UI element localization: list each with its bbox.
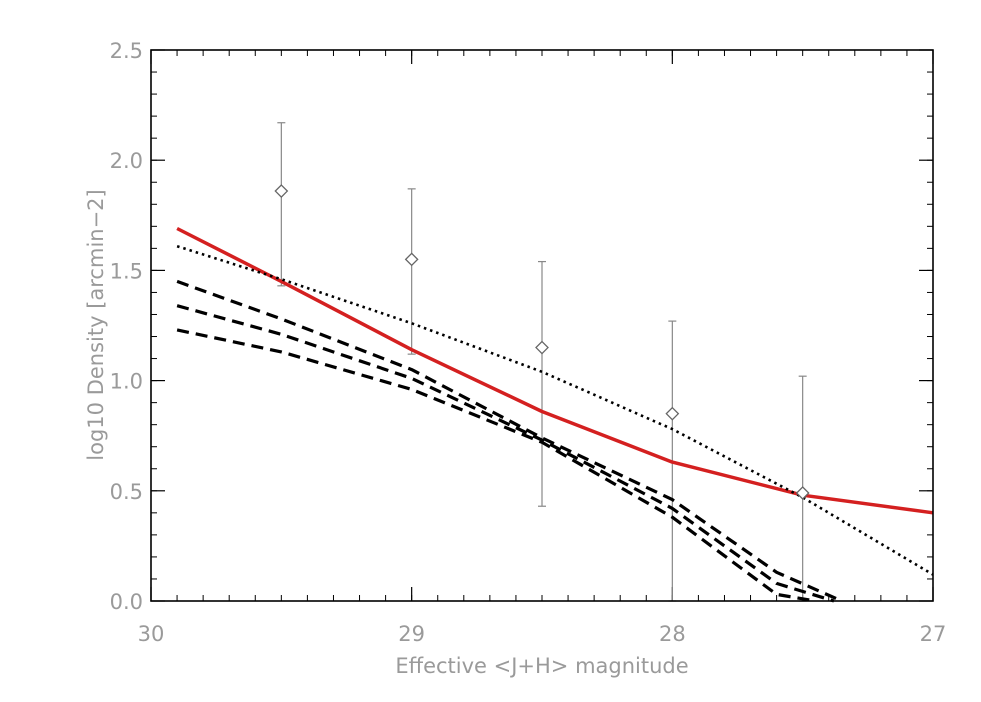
error-bars <box>277 122 807 602</box>
y-tick-label: 1.0 <box>110 370 143 394</box>
x-tick-label: 29 <box>398 622 425 646</box>
data-point-diamond <box>535 340 549 355</box>
data-point-diamond <box>665 406 680 421</box>
y-tick-label: 2.0 <box>110 149 143 173</box>
y-tick-label: 1.5 <box>110 259 143 283</box>
data-point-diamond <box>795 486 810 500</box>
data-points <box>274 184 810 500</box>
dashed-line <box>176 328 816 603</box>
data-lines <box>176 226 934 603</box>
x-axis-label: Effective <J+H> magnitude <box>395 654 688 678</box>
solid-line <box>176 226 934 515</box>
data-point-diamond <box>404 252 419 267</box>
data-point-diamond <box>274 184 289 198</box>
y-tick-labels: 0.0 0.5 1.0 1.5 2.0 2.5 <box>110 39 143 614</box>
y-tick-label: 0.5 <box>110 480 143 504</box>
x-tick-labels: 30 29 28 27 <box>138 622 947 646</box>
x-tick-label: 28 <box>659 622 686 646</box>
x-tick-label: 27 <box>920 622 947 646</box>
dashed-line <box>176 304 835 603</box>
plot-frame <box>150 49 934 602</box>
dashed-line <box>176 279 843 603</box>
y-axis-label: log10 Density [arcmin−2] <box>84 189 108 460</box>
dotted-line <box>176 244 934 576</box>
y-tick-label: 0.0 <box>110 590 143 614</box>
y-tick-label: 2.5 <box>110 39 143 63</box>
x-tick-label: 30 <box>138 622 165 646</box>
